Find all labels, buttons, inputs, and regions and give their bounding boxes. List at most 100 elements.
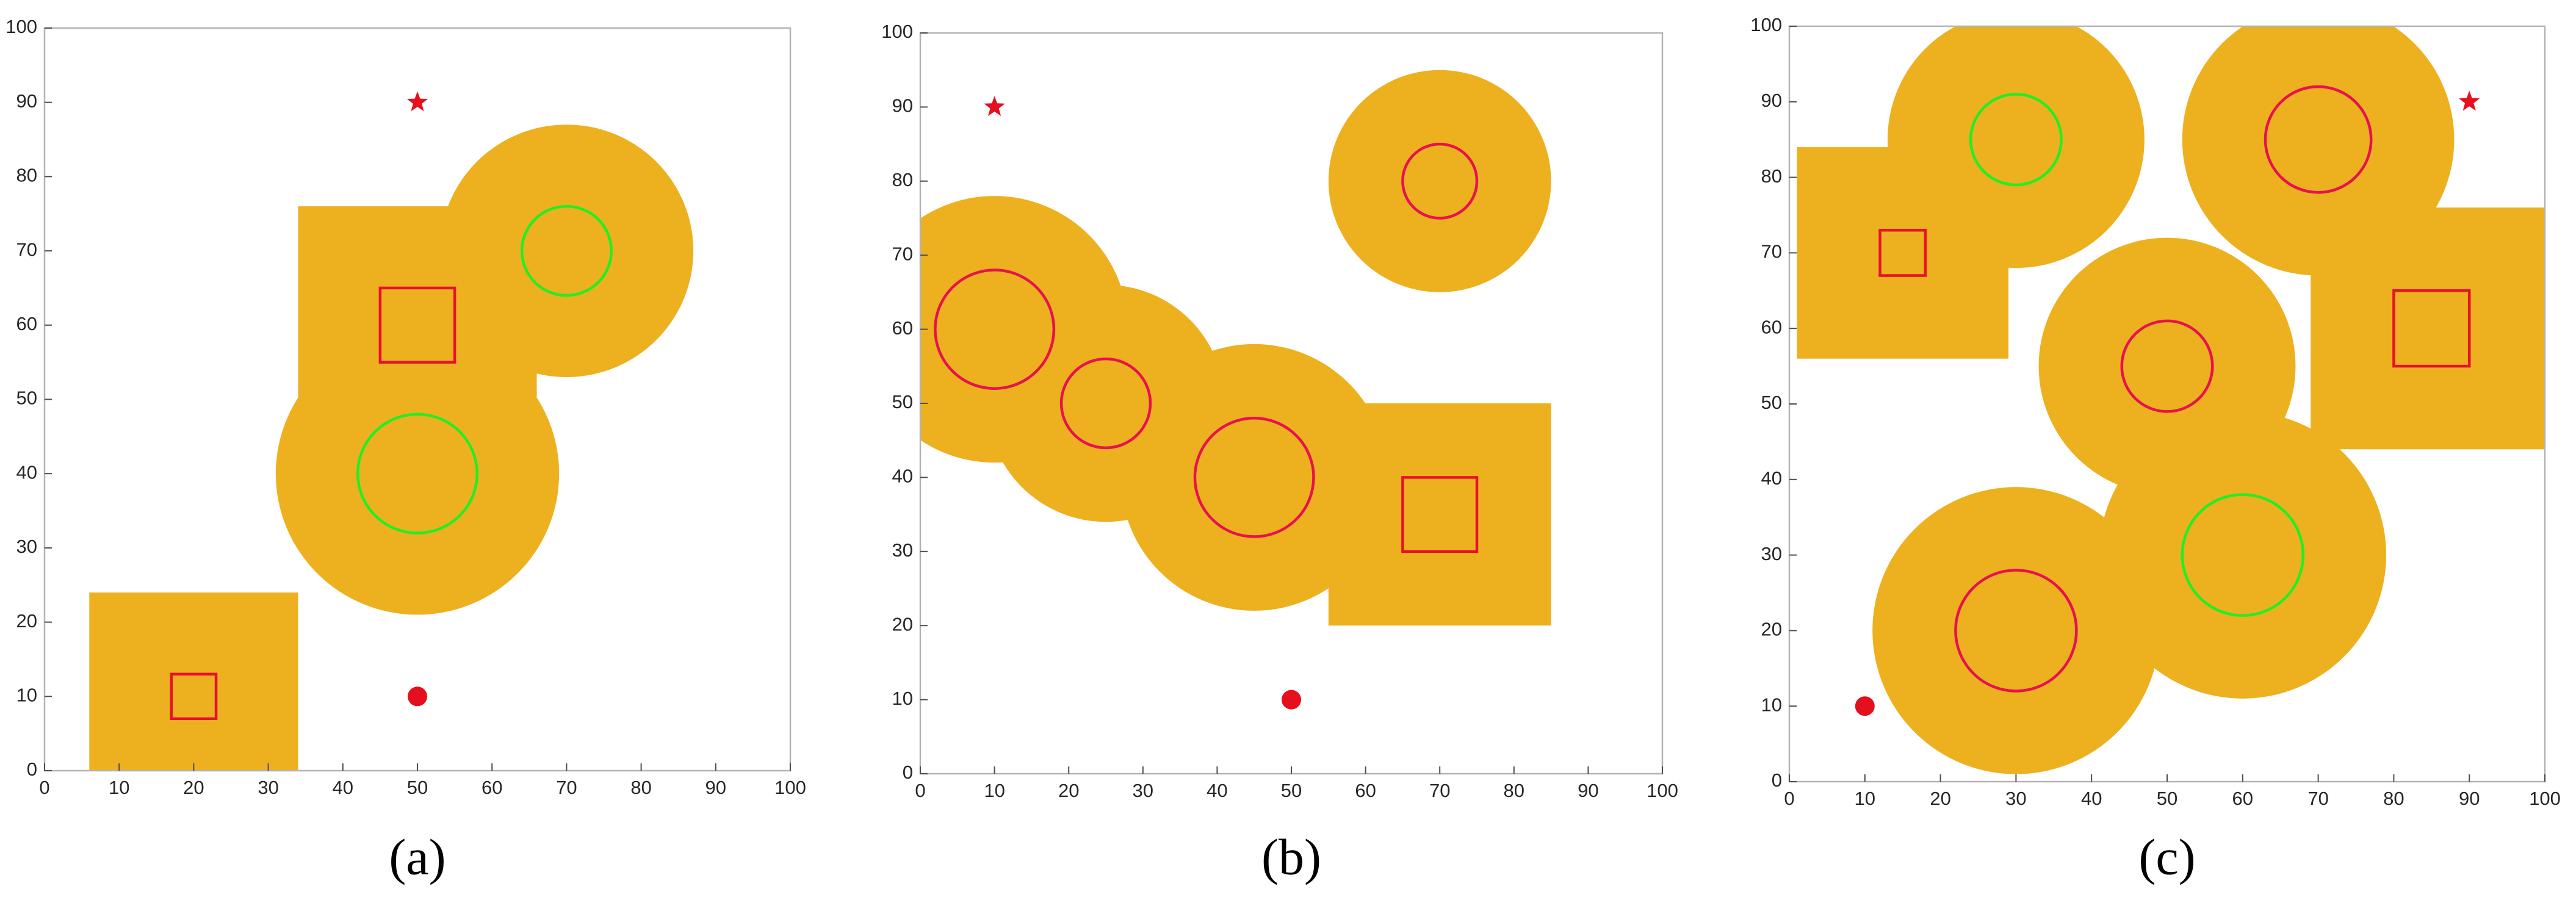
y-tick-label: 20: [892, 613, 913, 635]
x-tick-label: 70: [556, 777, 577, 798]
obstacle-square: [378, 286, 456, 364]
obstacle-square: [2392, 289, 2471, 368]
y-tick-label: 0: [1772, 769, 1782, 791]
inflated-square: [89, 592, 298, 771]
panel-label: (a): [389, 829, 446, 885]
inflated-circle: [275, 332, 560, 615]
obstacle-circle: [1059, 357, 1152, 450]
y-tick-label: 90: [1761, 90, 1782, 111]
goal-point: [2459, 90, 2480, 111]
y-tick-label: 80: [1761, 165, 1782, 187]
obstacle-circle: [2264, 85, 2373, 194]
obstacle-square: [170, 672, 218, 721]
obstacle-circle: [2120, 319, 2214, 413]
panel-label: (b): [1261, 829, 1321, 885]
y-tick-label: 40: [892, 466, 913, 487]
x-tick-label: 90: [2459, 788, 2480, 809]
y-tick-label: 0: [27, 758, 37, 780]
inflated-square: [2311, 207, 2545, 450]
obstacle-square: [1401, 476, 1479, 553]
x-tick-label: 0: [1784, 788, 1794, 809]
start-point: [408, 686, 427, 707]
x-tick-label: 20: [183, 777, 204, 798]
x-tick-label: 100: [774, 777, 806, 798]
x-tick-label: 10: [984, 780, 1005, 801]
y-tick-label: 70: [16, 239, 37, 260]
x-tick-label: 70: [1429, 780, 1450, 801]
panel-label: (c): [2138, 829, 2195, 885]
inflated-regions: [89, 124, 694, 771]
obstacle-circle: [934, 268, 1056, 390]
panel: 0 10 20 30 40 50 60 70 80 90 100 0 10 20 30 40 50 60 70 80 9…: [5, 16, 806, 885]
x-tick-label: 50: [2157, 788, 2177, 809]
obstacle-circle: [2181, 493, 2305, 617]
inflated-regions: [920, 70, 1551, 626]
x-tick-label: 50: [407, 777, 428, 798]
obstacle-circle: [520, 204, 613, 297]
y-tick-label: 20: [1761, 619, 1782, 640]
x-tick-label: 50: [1281, 780, 1302, 801]
y-tick-label: 10: [16, 684, 37, 705]
y-tick-label: 10: [892, 688, 913, 709]
y-tick-label: 80: [16, 165, 37, 186]
obstacle-circle: [1954, 569, 2078, 693]
panel: 0 10 20 30 40 50 60 70 80 90 100 0 10 20 30 40 50 60 70 80 9…: [1750, 14, 2561, 885]
inflated-circle: [1888, 26, 2145, 268]
goal-point: [406, 91, 428, 112]
obstacle-circle: [1969, 93, 2063, 187]
x-tick-label: 40: [333, 777, 353, 798]
x-tick-label: 60: [482, 777, 502, 798]
x-tick-label: 60: [2232, 788, 2253, 809]
y-tick-label: 50: [16, 387, 37, 409]
y-tick-label: 30: [16, 536, 37, 557]
inflated-square: [1328, 403, 1551, 626]
inflated-regions: [1797, 26, 2545, 774]
y-tick-label: 100: [881, 21, 913, 42]
y-tick-label: 70: [892, 243, 913, 264]
obstacle-square: [1878, 229, 1927, 277]
x-tick-label: 80: [630, 777, 651, 798]
y-tick-label: 80: [892, 169, 913, 190]
obstacle-circle: [1193, 417, 1315, 538]
inflated-circle: [439, 124, 694, 377]
y-tick-label: 10: [1761, 694, 1782, 715]
inflated-circle: [1120, 344, 1388, 611]
x-tick-label: 10: [1855, 788, 1875, 809]
y-tick-label: 0: [903, 762, 913, 783]
goal-point: [984, 96, 1005, 116]
y-tick-label: 50: [1761, 392, 1782, 413]
x-tick-label: 70: [2307, 788, 2328, 809]
y-tick-label: 70: [1761, 241, 1782, 262]
y-tick-label: 100: [5, 16, 37, 37]
x-tick-label: 60: [1355, 780, 1376, 801]
x-tick-label: 40: [2081, 788, 2102, 809]
start-point: [1855, 696, 1875, 716]
y-tick-label: 30: [892, 539, 913, 561]
y-tick-label: 60: [892, 317, 913, 339]
y-tick-label: 90: [892, 95, 913, 117]
x-tick-label: 90: [1578, 780, 1598, 801]
panel: 0 10 20 30 40 50 60 70 80 90 100 0 10 20 30 40 50 60 70 80 9…: [881, 21, 1678, 885]
y-tick-label: 40: [1761, 467, 1782, 489]
x-tick-label: 20: [1058, 780, 1079, 801]
x-tick-label: 20: [1930, 788, 1950, 809]
x-tick-label: 0: [915, 780, 925, 801]
y-tick-label: 30: [1761, 543, 1782, 564]
y-tick-label: 20: [16, 610, 37, 632]
x-tick-label: 100: [1647, 780, 1678, 801]
y-tick-label: 100: [1750, 14, 1782, 35]
x-tick-label: 30: [1133, 780, 1153, 801]
x-tick-label: 30: [258, 777, 278, 798]
y-tick-label: 40: [16, 461, 37, 483]
x-tick-label: 80: [2383, 788, 2404, 809]
y-tick-label: 60: [16, 313, 37, 334]
x-tick-label: 0: [39, 777, 49, 798]
x-tick-label: 90: [705, 777, 726, 798]
obstacle-circle: [356, 412, 479, 535]
x-tick-label: 100: [2529, 788, 2561, 809]
y-tick-label: 50: [892, 391, 913, 412]
inflated-circle: [2099, 411, 2387, 699]
inflated-circle: [1872, 487, 2160, 774]
